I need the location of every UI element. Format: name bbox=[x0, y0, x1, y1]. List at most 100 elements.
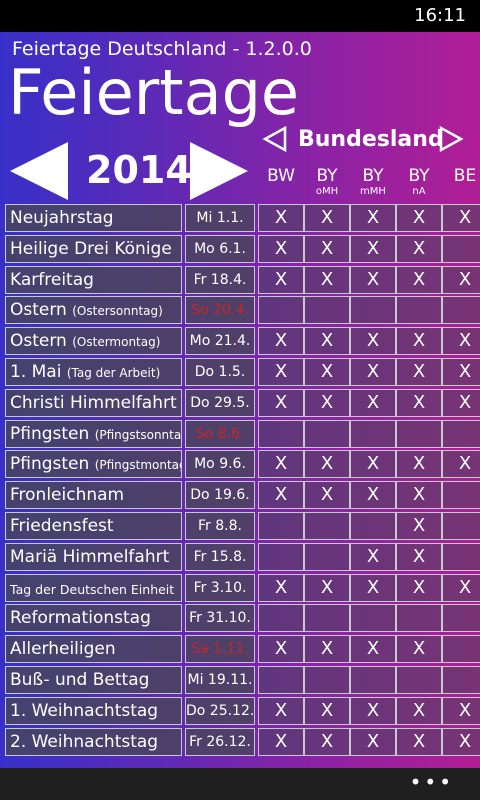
next-year-arrow-icon[interactable] bbox=[190, 142, 248, 200]
state-mark-cell bbox=[350, 604, 396, 633]
holiday-date: So 20.4. bbox=[191, 302, 249, 319]
holiday-date-cell: Do 25.12. bbox=[185, 696, 255, 725]
state-mark: X bbox=[412, 237, 426, 259]
state-mark-cell: X bbox=[396, 234, 442, 263]
next-state-arrow-icon[interactable] bbox=[438, 126, 464, 152]
state-mark-cell: X bbox=[304, 481, 350, 510]
state-mark-cell: X bbox=[350, 265, 396, 294]
state-mark: X bbox=[366, 730, 380, 752]
holiday-name-text: Heilige Drei Könige bbox=[10, 238, 172, 259]
state-mark: X bbox=[412, 545, 426, 567]
holiday-name-text: 2. Weihnachtstag bbox=[10, 731, 159, 752]
holiday-name-text: Christi Himmelfahrt bbox=[10, 392, 177, 413]
state-mark-cell bbox=[350, 512, 396, 540]
state-mark-cell: X bbox=[258, 388, 304, 417]
state-mark-cell: X bbox=[442, 358, 480, 386]
state-mark-cell: X bbox=[442, 388, 480, 417]
state-mark-cell: X bbox=[442, 265, 480, 294]
state-mark: X bbox=[274, 207, 288, 228]
holiday-row[interactable]: Ostern (Ostermontag) Mo 21.4. X X X X X bbox=[0, 327, 480, 356]
state-mark: X bbox=[274, 730, 288, 752]
state-mark-cell: X bbox=[258, 204, 304, 232]
state-mark-cell bbox=[396, 419, 442, 448]
holiday-date-cell: Sa 1.11. bbox=[185, 635, 255, 664]
holiday-date: Fr 15.8. bbox=[193, 548, 247, 565]
holiday-name-text: Ostern bbox=[10, 331, 67, 352]
holiday-name-text: Reformationstag bbox=[10, 608, 151, 629]
more-options-icon[interactable]: ••• bbox=[409, 770, 454, 794]
holiday-row[interactable]: Allerheiligen Sa 1.11. X X X X bbox=[0, 635, 480, 664]
state-mark: X bbox=[274, 638, 288, 660]
state-mark-cell: X bbox=[396, 573, 442, 602]
state-mark: X bbox=[458, 453, 472, 475]
holiday-name: Mariä Himmelfahrt bbox=[10, 547, 169, 567]
state-mark-cell: X bbox=[442, 450, 480, 479]
holiday-row[interactable]: 1. Mai (Tag der Arbeit) Do 1.5. X X X X X bbox=[0, 358, 480, 386]
holiday-name-cell: Ostern (Ostersonntag) bbox=[5, 296, 182, 325]
column-header: BY nA bbox=[396, 166, 442, 198]
holiday-row[interactable]: Mariä Himmelfahrt Fr 15.8. X X bbox=[0, 542, 480, 571]
holiday-name-text: Allerheiligen bbox=[10, 639, 116, 660]
holiday-row[interactable]: Karfreitag Fr 18.4. X X X X X bbox=[0, 265, 480, 294]
state-mark-cell: X bbox=[396, 542, 442, 571]
holiday-row[interactable]: Heilige Drei Könige Mo 6.1. X X X X bbox=[0, 234, 480, 263]
state-mark: X bbox=[412, 515, 426, 536]
state-mark: X bbox=[320, 391, 334, 413]
state-mark-cell: X bbox=[396, 450, 442, 479]
state-mark: X bbox=[320, 699, 334, 721]
state-mark-cell bbox=[304, 512, 350, 540]
state-mark-cell: X bbox=[350, 358, 396, 386]
state-mark-cell: X bbox=[350, 388, 396, 417]
column-header: BW bbox=[258, 166, 304, 186]
holiday-name-text: Karfreitag bbox=[10, 269, 94, 290]
state-mark-cell: X bbox=[350, 234, 396, 263]
state-mark-cell: X bbox=[442, 727, 480, 756]
holiday-date-cell: Fr 3.10. bbox=[185, 573, 255, 602]
holiday-row[interactable]: Pfingsten (Pfingstsonntag) So 8.6. bbox=[0, 419, 480, 448]
state-mark-cell bbox=[304, 542, 350, 571]
holiday-row[interactable]: 2. Weihnachtstag Fr 26.12. X X X X X bbox=[0, 727, 480, 756]
state-mark: X bbox=[458, 361, 472, 382]
state-mark-cell bbox=[396, 604, 442, 633]
state-mark-cell: X bbox=[350, 727, 396, 756]
holiday-name-note: (Pfingstsonntag) bbox=[94, 427, 182, 442]
state-mark: X bbox=[458, 207, 472, 228]
holiday-date: Fr 3.10. bbox=[193, 579, 247, 596]
holiday-name-cell: Pfingsten (Pfingstsonntag) bbox=[5, 419, 182, 448]
holiday-row[interactable]: Friedensfest Fr 8.8. X bbox=[0, 512, 480, 540]
holiday-date-cell: Mo 6.1. bbox=[185, 234, 255, 263]
state-mark: X bbox=[320, 207, 334, 228]
state-mark-cell bbox=[304, 666, 350, 694]
state-mark: X bbox=[320, 576, 334, 598]
state-mark-cell bbox=[442, 542, 480, 571]
state-mark-cell: X bbox=[304, 727, 350, 756]
state-mark-cell: X bbox=[304, 388, 350, 417]
state-mark: X bbox=[412, 699, 426, 721]
column-code: BW bbox=[267, 166, 295, 186]
holiday-row[interactable]: Neujahrstag Mi 1.1. X X X X X bbox=[0, 204, 480, 232]
state-mark: X bbox=[366, 638, 380, 660]
holiday-name-cell: Allerheiligen bbox=[5, 635, 182, 664]
state-mark: X bbox=[458, 330, 472, 352]
previous-year-arrow-icon[interactable] bbox=[10, 142, 68, 200]
previous-state-arrow-icon[interactable] bbox=[262, 126, 288, 152]
holiday-row[interactable]: Ostern (Ostersonntag) So 20.4. bbox=[0, 296, 480, 325]
holiday-row[interactable]: Christi Himmelfahrt Do 29.5. X X X X X bbox=[0, 388, 480, 417]
holiday-row[interactable]: 1. Weihnachtstag Do 25.12. X X X X X bbox=[0, 696, 480, 725]
holiday-row[interactable]: Reformationstag Fr 31.10. bbox=[0, 604, 480, 633]
state-mark: X bbox=[412, 268, 426, 290]
holiday-name-cell: Ostern (Ostermontag) bbox=[5, 327, 182, 356]
state-mark-cell: X bbox=[350, 450, 396, 479]
holiday-name-text: Neujahrstag bbox=[10, 208, 114, 228]
state-mark: X bbox=[274, 268, 288, 290]
state-mark-cell: X bbox=[304, 327, 350, 356]
state-mark: X bbox=[412, 361, 426, 382]
state-mark-cell: X bbox=[350, 204, 396, 232]
holiday-row[interactable]: Tag der Deutschen Einheit Fr 3.10. X X X X X bbox=[0, 573, 480, 602]
holiday-date-cell: Do 29.5. bbox=[185, 388, 255, 417]
holiday-name: Friedensfest bbox=[10, 516, 114, 536]
holiday-row[interactable]: Fronleichnam Do 19.6. X X X X bbox=[0, 481, 480, 510]
holiday-row[interactable]: Pfingsten (Pfingstmontag) Mo 9.6. X X X X X bbox=[0, 450, 480, 479]
state-mark-cell: X bbox=[258, 635, 304, 664]
holiday-row[interactable]: Buß- und Bettag Mi 19.11. bbox=[0, 666, 480, 694]
